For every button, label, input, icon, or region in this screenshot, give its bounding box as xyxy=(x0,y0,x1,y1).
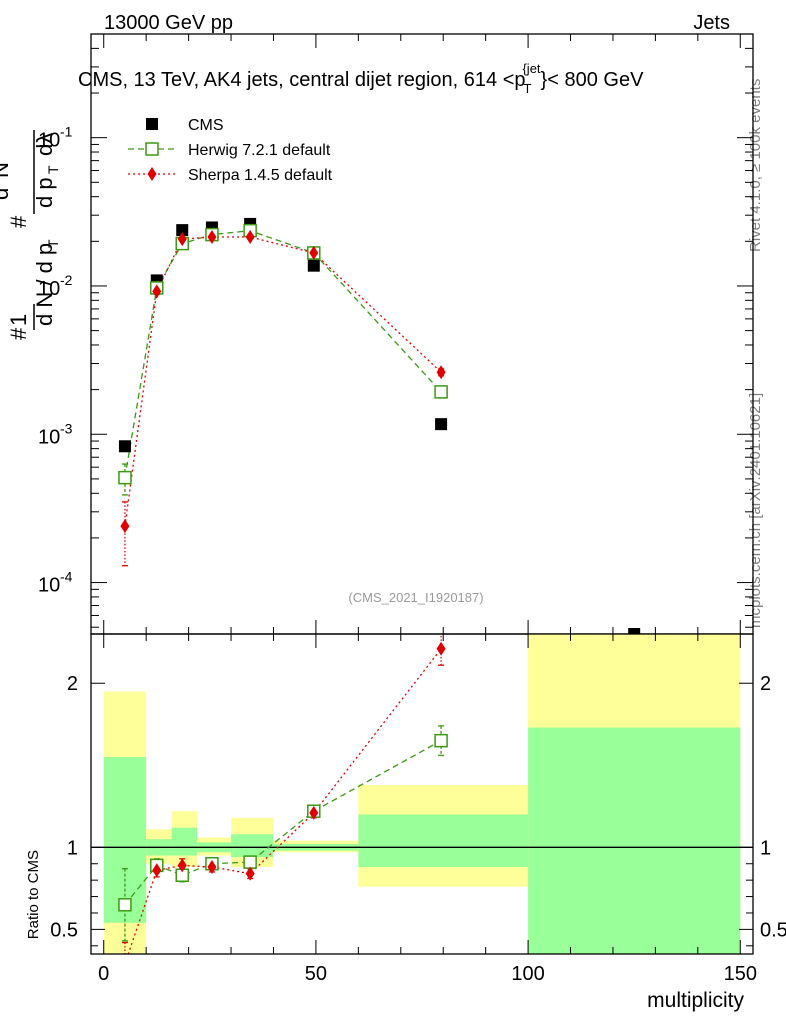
cms-legend-marker xyxy=(146,118,158,130)
svg-text:d N / d p: d N / d p xyxy=(32,243,57,326)
main-ytick-label: 10 xyxy=(38,130,60,152)
cms-main-point xyxy=(176,224,189,237)
svg-text:#: # xyxy=(6,327,31,340)
svg-text:T: T xyxy=(45,165,61,174)
x-tick-label: 100 xyxy=(511,963,544,985)
x-tick-label: 150 xyxy=(724,963,757,985)
ratio-ytick-label-right: 0.5 xyxy=(760,919,786,941)
header-process-label: Jets xyxy=(693,12,730,34)
sherpa-ratio-point xyxy=(309,805,319,820)
ratio-band-green xyxy=(103,757,147,923)
herwig-ratio-point xyxy=(118,898,132,912)
sherpa-main-point xyxy=(207,229,217,244)
x-axis-label: multiplicity xyxy=(647,989,744,1012)
svg-text:2: 2 xyxy=(0,179,1,186)
sherpa-main-point xyxy=(120,519,130,534)
sherpa-ratio-point xyxy=(436,641,446,656)
main-ytick-label: 10 xyxy=(38,426,60,448)
svg-text:N: N xyxy=(0,162,13,178)
herwig-ratio-point xyxy=(243,855,257,869)
mcplots-label: mcplots.cern.ch [arXiv:2401.10621] xyxy=(747,393,764,628)
sherpa-legend-marker xyxy=(147,167,157,181)
svg-text:1: 1 xyxy=(6,314,31,326)
main-plot-title: CMS, 13 TeV, AK4 jets, central dijet reg… xyxy=(78,61,644,96)
ratio-ytick-label: 1 xyxy=(67,837,78,859)
svg-text:#: # xyxy=(6,215,31,228)
main-axis-ticks xyxy=(91,33,753,634)
herwig-ratio-point xyxy=(434,733,448,748)
ratio-ytick-label: 0.5 xyxy=(50,919,78,941)
ratio-uncertainty-bands xyxy=(103,634,741,954)
ratio-band-green xyxy=(358,814,529,868)
cms-legend-label: CMS xyxy=(188,117,224,134)
legend: CMS Herwig 7.2.1 default Sherpa 1.4.5 defa… xyxy=(128,117,333,184)
main-ytick-exponent: -3 xyxy=(60,420,73,436)
sherpa-main-point xyxy=(152,284,162,299)
sherpa-ratio-point xyxy=(120,957,129,971)
cms-main-point xyxy=(118,440,131,453)
ratio-ytick-label: 2 xyxy=(67,673,78,695)
sherpa-ratio-point xyxy=(207,860,217,875)
ratio-band-green xyxy=(528,727,741,954)
x-tick-label: 50 xyxy=(305,963,327,985)
main-ytick-exponent: -4 xyxy=(60,569,73,585)
ratio-ytick-label-right: 2 xyxy=(760,673,771,695)
sherpa-ratio-point xyxy=(152,863,162,878)
herwig-main-line xyxy=(124,230,442,478)
ratio-frame xyxy=(90,633,754,955)
main-ytick-exponent: -2 xyxy=(60,272,73,288)
ratio-ylabel: Ratio to CMS xyxy=(25,850,42,939)
rivet-version-label: Rivet 4.1.0, ≥ 100k events xyxy=(747,79,764,252)
analysis-id-watermark: (CMS_2021_I1920187) xyxy=(348,590,483,605)
sherpa-main-point xyxy=(245,229,255,244)
cms-main-point xyxy=(435,418,448,431)
cms-main-point xyxy=(307,259,320,272)
ratio-band-green xyxy=(231,834,274,858)
x-tick-label: 0 xyxy=(98,963,109,985)
main-ytick-label: 10 xyxy=(38,278,60,300)
main-ylabel: # 1 d N / d p T # d 2 N d p T dλ xyxy=(0,130,61,340)
herwig-main-point xyxy=(434,385,448,399)
main-y-tick-labels: 10-410-310-210-1 xyxy=(38,124,73,597)
main-ytick-label: 10 xyxy=(38,575,60,597)
svg-text:d p: d p xyxy=(32,177,57,208)
sherpa-main-point xyxy=(436,365,446,380)
svg-text:T: T xyxy=(45,239,61,248)
header-energy-label: 13000 GeV pp xyxy=(104,12,233,34)
main-ytick-exponent: -1 xyxy=(60,124,73,140)
sherpa-ratio-point xyxy=(177,858,187,873)
herwig-main-point xyxy=(118,470,132,485)
ratio-ytick-label-right: 1 xyxy=(760,837,771,859)
sherpa-main-point xyxy=(309,245,319,260)
sherpa-legend-label: Sherpa 1.4.5 default xyxy=(188,167,333,184)
ratio-band-green xyxy=(171,827,198,856)
sherpa-ratio-point xyxy=(245,866,255,881)
main-plot-panel: CMS, 13 TeV, AK4 jets, central dijet reg… xyxy=(38,33,754,640)
svg-text:d: d xyxy=(0,188,13,200)
herwig-legend-marker xyxy=(145,142,159,156)
herwig-legend-label: Herwig 7.2.1 default xyxy=(188,142,331,159)
svg-text:dλ: dλ xyxy=(32,133,57,156)
sherpa-main-line xyxy=(124,236,442,527)
sherpa-main-point xyxy=(177,232,187,247)
